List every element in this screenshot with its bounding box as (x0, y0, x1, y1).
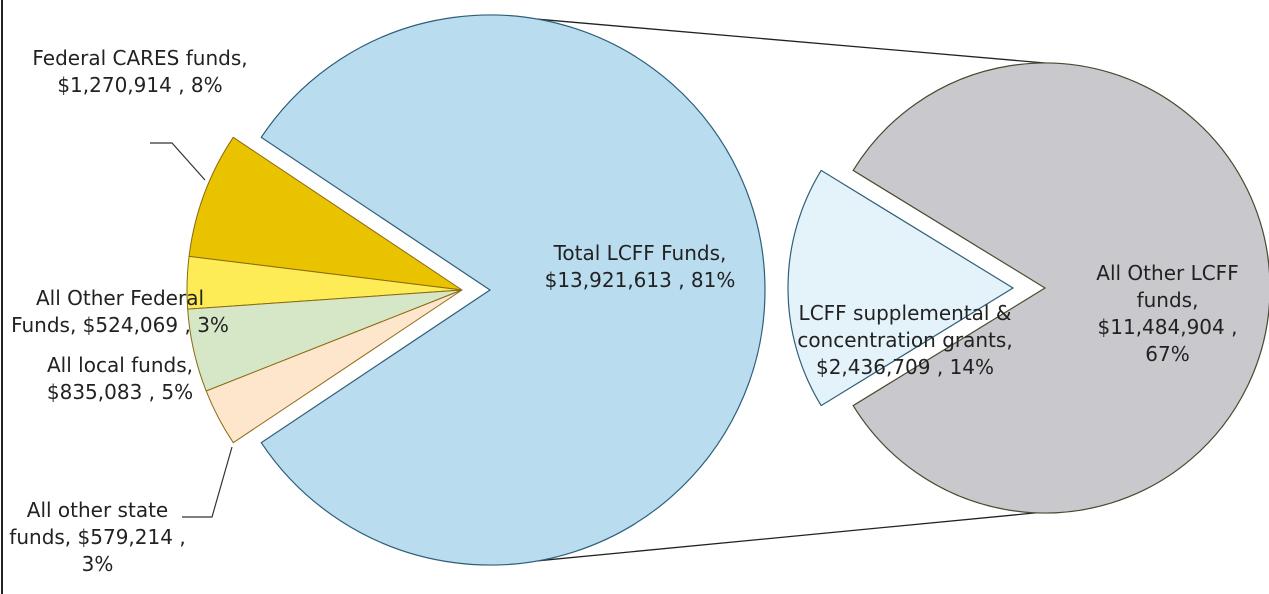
label-part: $13,921,613 , (544, 268, 685, 292)
label-part: Federal CARES funds, (32, 46, 248, 70)
pie-slice (188, 136, 463, 291)
data-label: Federal CARES funds, $1,270,914 , 8% (20, 45, 260, 99)
label-part: 8% (190, 73, 223, 97)
label-part: 5% (161, 380, 194, 404)
label-part: All Other Federal Funds, (11, 286, 205, 337)
leader-line (150, 142, 206, 181)
leader-line (182, 446, 233, 518)
label-part: 14% (949, 355, 995, 379)
label-part: All local funds, (47, 353, 193, 377)
label-part: LCFF supplemental & concentration grants… (797, 301, 1013, 352)
data-label: All Other Federal Funds, $524,069 , 3% (10, 285, 230, 339)
label-part: $835,083 , (46, 380, 156, 404)
label-part: $524,069 , (82, 313, 191, 337)
label-part: $1,270,914 , (57, 73, 185, 97)
label-part: $579,214 , (77, 525, 186, 549)
pie-slice (852, 62, 1269, 514)
data-label: All other state funds, $579,214 , 3% (5, 497, 190, 578)
label-part: $11,484,904 , (1097, 315, 1238, 339)
connector-line (537, 510, 1056, 562)
connector-line (537, 18, 1046, 64)
label-part: $2,436,709 , (815, 355, 944, 379)
label-part: Total LCFF Funds, (553, 241, 727, 265)
pie-slice (260, 14, 766, 566)
label-part: 67% (1145, 342, 1190, 366)
label-part: All other state funds, (9, 498, 169, 549)
data-label: Total LCFF Funds, $13,921,613 , 81% (510, 240, 770, 294)
data-label: LCFF supplemental & concentration grants… (770, 300, 1040, 381)
data-label: All Other LCFF funds, $11,484,904 , 67% (1075, 260, 1260, 368)
label-part: 3% (197, 313, 229, 337)
label-part: 81% (690, 268, 736, 292)
label-part: All Other LCFF funds, (1096, 261, 1239, 312)
pie-slice (205, 289, 463, 444)
pie-slice (787, 169, 1015, 407)
label-part: 3% (81, 552, 114, 576)
data-label: All local funds, $835,083 , 5% (20, 352, 220, 406)
